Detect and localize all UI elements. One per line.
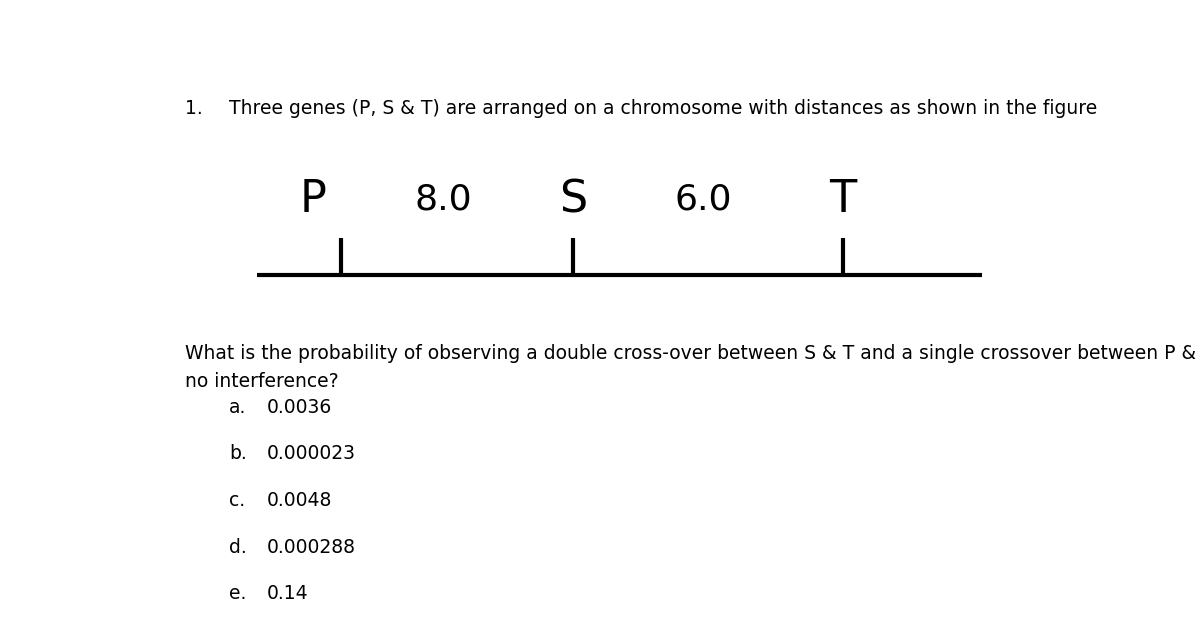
Text: 0.14: 0.14 bbox=[266, 584, 308, 603]
Text: Three genes (P, S & T) are arranged on a chromosome with distances as shown in t: Three genes (P, S & T) are arranged on a… bbox=[229, 99, 1097, 117]
Text: 6.0: 6.0 bbox=[674, 182, 732, 216]
Text: c.: c. bbox=[229, 491, 245, 510]
Text: 0.000023: 0.000023 bbox=[266, 445, 355, 463]
Text: 0.000288: 0.000288 bbox=[266, 538, 355, 557]
Text: e.: e. bbox=[229, 584, 246, 603]
Text: S: S bbox=[559, 178, 587, 221]
Text: What is the probability of observing a double cross-over between S & T and a sin: What is the probability of observing a d… bbox=[185, 344, 1200, 390]
Text: a.: a. bbox=[229, 397, 246, 417]
Text: 0.0036: 0.0036 bbox=[266, 397, 331, 417]
Text: 8.0: 8.0 bbox=[414, 182, 472, 216]
Text: b.: b. bbox=[229, 445, 247, 463]
Text: T: T bbox=[829, 178, 857, 221]
Text: P: P bbox=[299, 178, 326, 221]
Text: 1.: 1. bbox=[185, 99, 203, 117]
Text: d.: d. bbox=[229, 538, 247, 557]
Text: 0.0048: 0.0048 bbox=[266, 491, 331, 510]
